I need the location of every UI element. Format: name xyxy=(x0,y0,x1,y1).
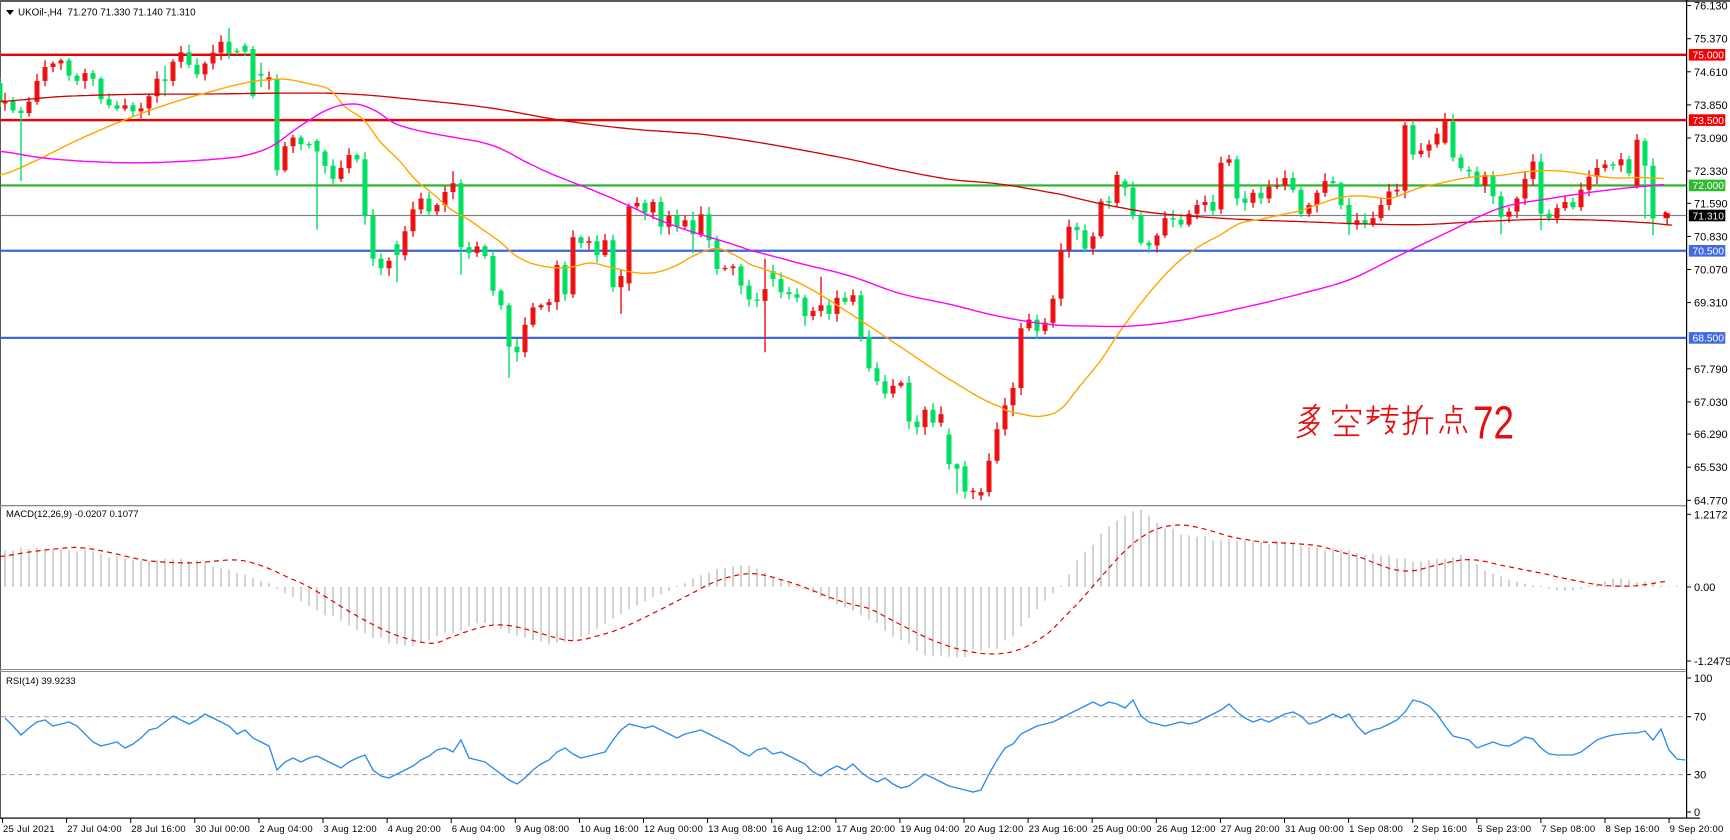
svg-text:70: 70 xyxy=(1694,712,1706,724)
svg-text:65.530: 65.530 xyxy=(1694,462,1728,474)
svg-text:68.500: 68.500 xyxy=(1693,334,1725,345)
svg-text:26 Aug 12:00: 26 Aug 12:00 xyxy=(1157,824,1216,835)
svg-text:72.000: 72.000 xyxy=(1693,181,1725,192)
svg-text:72: 72 xyxy=(1473,397,1514,449)
svg-text:3 Aug 12:00: 3 Aug 12:00 xyxy=(324,824,377,835)
svg-text:27 Jul 04:00: 27 Jul 04:00 xyxy=(67,824,122,835)
svg-text:6 Aug 04:00: 6 Aug 04:00 xyxy=(452,824,505,835)
svg-text:66.290: 66.290 xyxy=(1694,429,1728,441)
svg-text:70.500: 70.500 xyxy=(1693,247,1725,258)
svg-text:74.610: 74.610 xyxy=(1694,67,1728,79)
svg-text:27 Aug 20:00: 27 Aug 20:00 xyxy=(1221,824,1280,835)
svg-text:1.2172: 1.2172 xyxy=(1694,509,1728,521)
svg-text:69.310: 69.310 xyxy=(1694,298,1728,310)
svg-text:23 Aug 16:00: 23 Aug 16:00 xyxy=(1029,824,1088,835)
svg-text:2 Aug 04:00: 2 Aug 04:00 xyxy=(259,824,312,835)
svg-text:9 Aug 08:00: 9 Aug 08:00 xyxy=(516,824,569,835)
svg-text:1 Sep 08:00: 1 Sep 08:00 xyxy=(1349,824,1403,835)
svg-text:-1.2479: -1.2479 xyxy=(1694,656,1730,668)
svg-text:30 Jul 00:00: 30 Jul 00:00 xyxy=(195,824,250,835)
svg-text:0.00: 0.00 xyxy=(1694,582,1715,594)
svg-text:0: 0 xyxy=(1694,807,1700,819)
svg-text:70.830: 70.830 xyxy=(1694,231,1728,243)
svg-text:MACD(12,26,9) -0.0207 0.1077: MACD(12,26,9) -0.0207 0.1077 xyxy=(6,509,139,520)
svg-text:7 Sep 08:00: 7 Sep 08:00 xyxy=(1541,824,1595,835)
svg-text:31 Aug 00:00: 31 Aug 00:00 xyxy=(1285,824,1344,835)
svg-text:72.330: 72.330 xyxy=(1694,166,1728,178)
svg-text:73.090: 73.090 xyxy=(1694,133,1728,145)
svg-text:10 Aug 16:00: 10 Aug 16:00 xyxy=(580,824,639,835)
svg-text:76.130: 76.130 xyxy=(1694,1,1728,13)
svg-text:5 Sep 23:00: 5 Sep 23:00 xyxy=(1477,824,1531,835)
svg-text:9 Sep 20:00: 9 Sep 20:00 xyxy=(1670,824,1724,835)
svg-text:67.790: 67.790 xyxy=(1694,364,1728,376)
svg-text:73.500: 73.500 xyxy=(1693,116,1725,127)
svg-text:71.310: 71.310 xyxy=(1693,211,1725,222)
svg-text:30: 30 xyxy=(1694,770,1706,782)
svg-text:17 Aug 20:00: 17 Aug 20:00 xyxy=(836,824,895,835)
svg-text:75.370: 75.370 xyxy=(1694,34,1728,46)
svg-text:28 Jul 16:00: 28 Jul 16:00 xyxy=(131,824,186,835)
svg-text:2 Sep 16:00: 2 Sep 16:00 xyxy=(1413,824,1467,835)
svg-text:20 Aug 12:00: 20 Aug 12:00 xyxy=(965,824,1024,835)
svg-text:RSI(14) 39.9233: RSI(14) 39.9233 xyxy=(6,676,76,687)
svg-text:73.850: 73.850 xyxy=(1694,100,1728,112)
svg-text:13 Aug 08:00: 13 Aug 08:00 xyxy=(708,824,767,835)
svg-text:67.030: 67.030 xyxy=(1694,397,1728,409)
svg-text:16 Aug 12:00: 16 Aug 12:00 xyxy=(772,824,831,835)
svg-text:100: 100 xyxy=(1694,673,1712,685)
svg-text:75.000: 75.000 xyxy=(1693,51,1725,62)
svg-text:25 Aug 00:00: 25 Aug 00:00 xyxy=(1093,824,1152,835)
svg-text:UKOil-,H4 71.270 71.330 71.14: UKOil-,H4 71.270 71.330 71.140 71.310 xyxy=(18,8,196,19)
svg-text:71.590: 71.590 xyxy=(1694,198,1728,210)
svg-text:64.770: 64.770 xyxy=(1694,495,1728,507)
svg-text:12 Aug 00:00: 12 Aug 00:00 xyxy=(644,824,703,835)
svg-text:25 Jul 2021: 25 Jul 2021 xyxy=(3,824,55,835)
svg-text:19 Aug 04:00: 19 Aug 04:00 xyxy=(900,824,959,835)
svg-text:4 Aug 20:00: 4 Aug 20:00 xyxy=(388,824,441,835)
svg-text:70.070: 70.070 xyxy=(1694,265,1728,277)
svg-text:8 Sep 16:00: 8 Sep 16:00 xyxy=(1606,824,1660,835)
